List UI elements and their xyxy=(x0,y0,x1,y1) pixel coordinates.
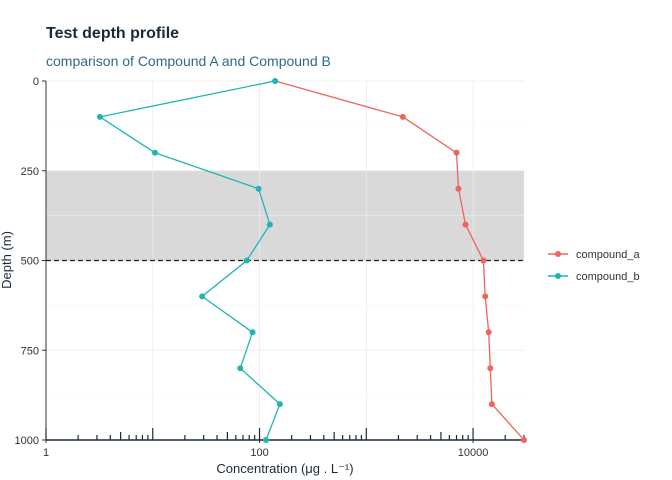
compound_a-point xyxy=(485,329,492,336)
compound_a-point xyxy=(480,257,487,264)
y-axis-label: Depth (m) xyxy=(0,231,14,289)
x-tick-label: 10000 xyxy=(458,447,489,459)
compound_b-point xyxy=(263,437,270,443)
legend: compound_a compound_b xyxy=(548,249,640,283)
compound_a-point xyxy=(399,113,406,120)
compound_b-point xyxy=(96,113,103,120)
chart-title: Test depth profile xyxy=(46,25,179,42)
compound_b-point xyxy=(255,185,262,192)
compound_a-point xyxy=(488,401,495,408)
compound_a-point xyxy=(455,185,462,192)
legend-label-compound_a: compound_a xyxy=(576,249,640,261)
compound_b-point xyxy=(249,329,256,336)
compound_a-point xyxy=(482,293,489,300)
y-tick-label: 0 xyxy=(33,76,39,88)
compound_a-point xyxy=(453,149,460,156)
compound_a-point xyxy=(521,437,527,443)
x-tick-label: 100 xyxy=(250,447,268,459)
grid-layer xyxy=(45,80,524,441)
axis-layer: 0 250 500 750 1000 1 100 10000 xyxy=(15,76,525,459)
compound_b-point xyxy=(266,221,273,228)
legend-marker-compound_b xyxy=(555,273,561,279)
y-tick-label: 250 xyxy=(21,166,39,178)
y-tick-label: 1000 xyxy=(15,435,39,447)
series-layer xyxy=(96,78,527,443)
compound_b-point xyxy=(276,401,283,408)
compound_a-point xyxy=(462,221,469,228)
compound_b-point xyxy=(237,365,244,372)
compound_b-point xyxy=(243,257,250,264)
compound_a-point xyxy=(487,365,494,372)
chart-subtitle: comparison of Compound A and Compound B xyxy=(46,53,331,69)
x-axis-label: Concentration (μg . L⁻¹) xyxy=(216,461,353,476)
compound_b-point xyxy=(272,78,279,84)
y-tick-label: 500 xyxy=(21,256,39,268)
legend-label-compound_b: compound_b xyxy=(576,271,640,283)
x-tick-label: 1 xyxy=(43,447,49,459)
compound_b-point xyxy=(152,149,159,156)
legend-marker-compound_a xyxy=(555,251,561,257)
compound_b-point xyxy=(199,293,206,300)
y-tick-label: 750 xyxy=(21,345,39,357)
